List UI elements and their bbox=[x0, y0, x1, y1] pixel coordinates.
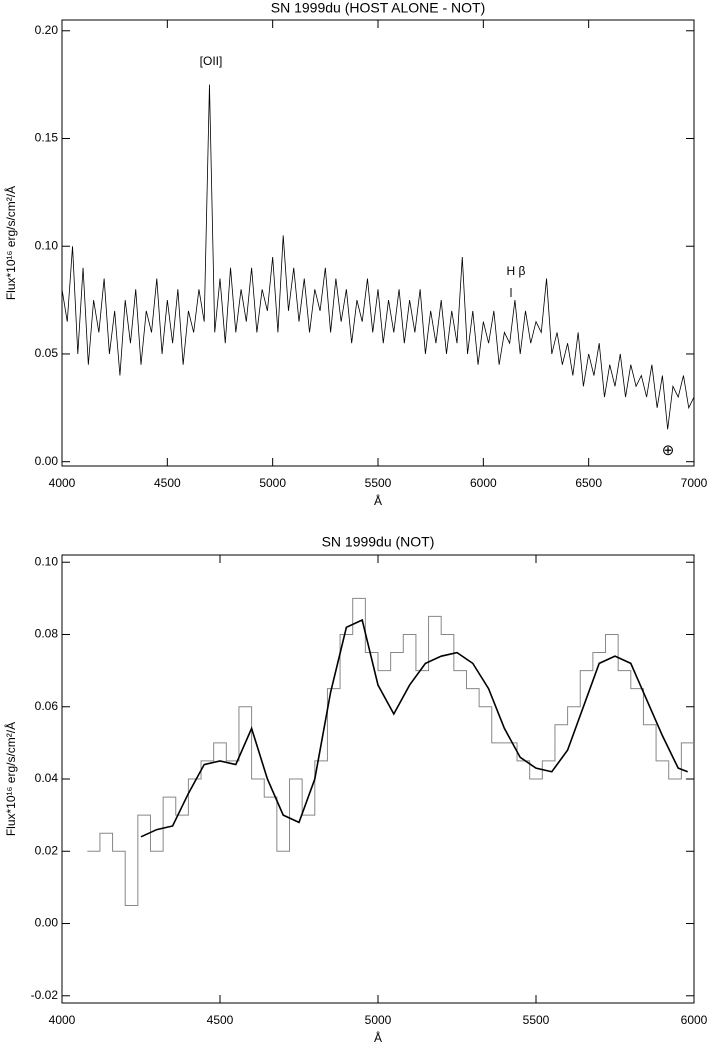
y-tick-label: 0.06 bbox=[35, 699, 59, 713]
y-tick-label: 0.08 bbox=[35, 627, 59, 641]
y-tick-label: 0.02 bbox=[35, 843, 59, 857]
annotation: H β bbox=[507, 264, 526, 278]
y-tick-label: -0.02 bbox=[31, 988, 59, 1002]
y-tick-label: 0.04 bbox=[35, 771, 59, 785]
x-tick-label: 7000 bbox=[681, 476, 708, 490]
y-axis-label: Flux*10¹⁶ erg/s/cm²/Å bbox=[3, 186, 18, 300]
y-tick-label: 0.15 bbox=[35, 131, 59, 145]
x-tick-label: 5500 bbox=[365, 476, 392, 490]
spectrum-line bbox=[140, 618, 688, 838]
y-tick-label: 0.10 bbox=[35, 554, 59, 568]
x-tick-label: 4500 bbox=[154, 476, 181, 490]
chart-title: SN 1999du (HOST ALONE - NOT) bbox=[271, 0, 485, 16]
y-tick-label: 0.00 bbox=[35, 454, 59, 468]
y-axis-label: Flux*10¹⁶ erg/s/cm²/Å bbox=[3, 722, 18, 836]
x-tick-label: 4000 bbox=[49, 476, 76, 490]
x-tick-label: 5000 bbox=[365, 1013, 392, 1027]
annotation: [OII] bbox=[200, 54, 223, 68]
x-tick-label: 6500 bbox=[575, 476, 602, 490]
y-tick-label: 0.05 bbox=[35, 346, 59, 360]
x-tick-label: 6000 bbox=[470, 476, 497, 490]
spectrum-line bbox=[87, 597, 694, 906]
x-axis-label: Å bbox=[374, 1030, 382, 1044]
annotation: ⊕ bbox=[662, 442, 675, 459]
x-tick-label: 4500 bbox=[207, 1013, 234, 1027]
plot-frame bbox=[61, 554, 695, 1004]
y-tick-label: 0.10 bbox=[35, 238, 59, 252]
plot-frame bbox=[61, 19, 695, 467]
y-tick-label: 0.00 bbox=[35, 916, 59, 930]
x-tick-label: 4000 bbox=[49, 1013, 76, 1027]
x-tick-label: 5000 bbox=[259, 476, 286, 490]
spectrum-line bbox=[61, 84, 695, 430]
chart-title: SN 1999du (NOT) bbox=[322, 534, 435, 550]
x-axis-label: Å bbox=[374, 493, 382, 508]
x-tick-label: 6000 bbox=[681, 1013, 708, 1027]
y-tick-label: 0.20 bbox=[35, 23, 59, 37]
x-tick-label: 5500 bbox=[523, 1013, 550, 1027]
